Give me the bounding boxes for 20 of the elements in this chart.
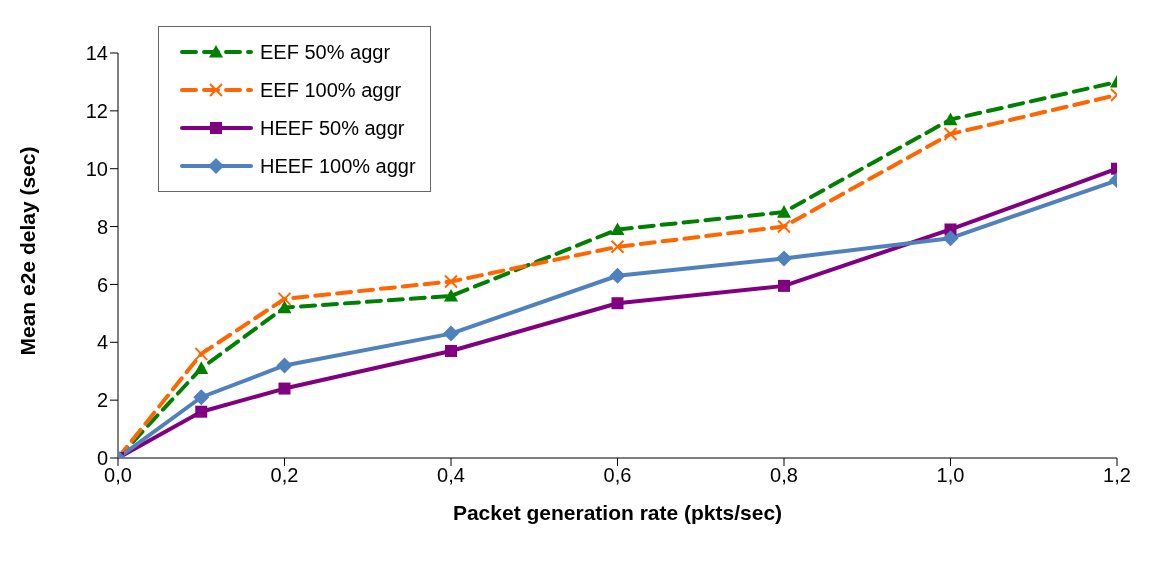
legend-label: EEF 100% aggr xyxy=(260,78,402,102)
x-axis-title: Packet generation rate (pkts/sec) xyxy=(452,501,783,524)
y-tick-label: 10 xyxy=(85,157,108,180)
legend-label: HEEF 50% aggr xyxy=(260,116,405,140)
x-tick-label: 0,0 xyxy=(104,464,132,487)
y-tick-label: 12 xyxy=(85,99,108,122)
y-tick-label: 6 xyxy=(96,273,108,296)
x-tick-label: 1,0 xyxy=(936,464,965,487)
x-tick-label: 0,4 xyxy=(437,464,465,487)
y-tick-label: 2 xyxy=(96,389,108,412)
x-tick-label: 0,8 xyxy=(770,464,798,487)
y-tick-label: 4 xyxy=(96,331,108,354)
y-axis-title: Mean e2e delay (sec) xyxy=(16,146,40,356)
x-tick-label: 0,2 xyxy=(270,464,299,487)
legend-label: EEF 50% aggr xyxy=(260,40,391,64)
y-tick-label: 14 xyxy=(85,42,108,65)
x-tick-label: 0,6 xyxy=(603,464,632,487)
y-tick-label: 8 xyxy=(96,215,108,238)
x-tick-label: 1,2 xyxy=(1103,464,1131,487)
legend-label: HEEF 100% aggr xyxy=(260,154,416,178)
